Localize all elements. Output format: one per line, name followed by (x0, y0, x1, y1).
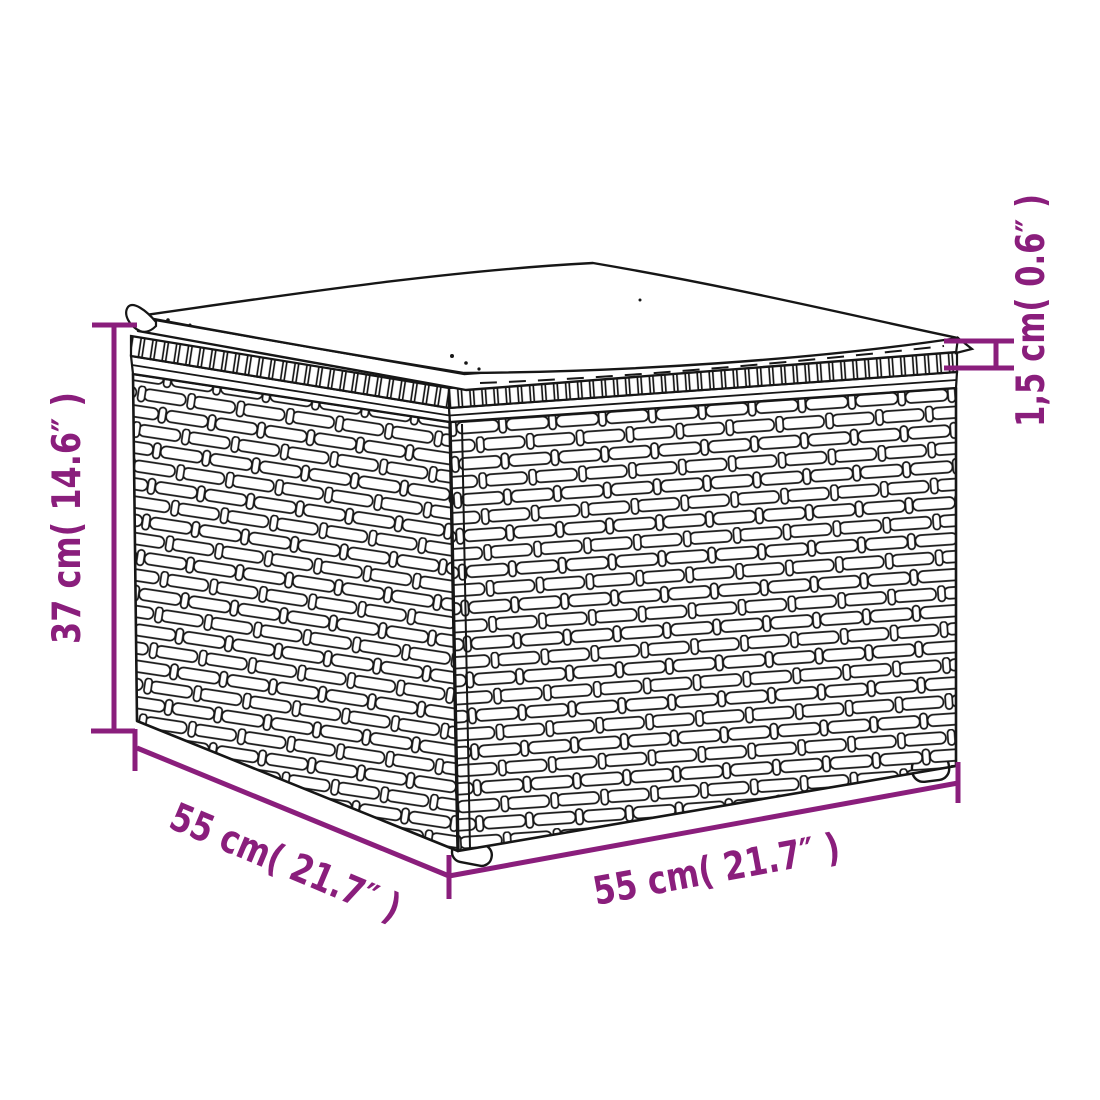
ottoman-illustration (125, 261, 975, 868)
cushion-thickness-label: 1,5 cm( 0.6″ ) (1009, 194, 1054, 427)
corner-braid (448, 421, 460, 852)
height-dimension-label: 37 cm( 14.6″ ) (45, 392, 90, 644)
right-face (448, 386, 958, 853)
cushion-thickness-dimension: 1,5 cm( 0.6″ ) (944, 194, 1054, 427)
wicker-body (131, 372, 958, 853)
rim-rail-left-line (131, 364, 450, 417)
depth-dimension-line (136, 745, 450, 879)
cushion (125, 261, 975, 392)
height-dimension: 37 cm( 14.6″ ) (45, 322, 137, 734)
width-dimension-label: 55 cm( 21.7″ ) (590, 825, 844, 915)
left-face (131, 372, 460, 853)
rim-rail-right-line (449, 379, 957, 417)
rim-loops (129, 334, 959, 410)
cushion-left-fold (125, 304, 158, 333)
width-dimension-line (448, 780, 959, 879)
cushion-sketch-dots (166, 298, 642, 371)
cushion-seam-dashes (479, 345, 945, 384)
corner-braid-inner (461, 423, 471, 850)
rim-rail (129, 354, 959, 424)
